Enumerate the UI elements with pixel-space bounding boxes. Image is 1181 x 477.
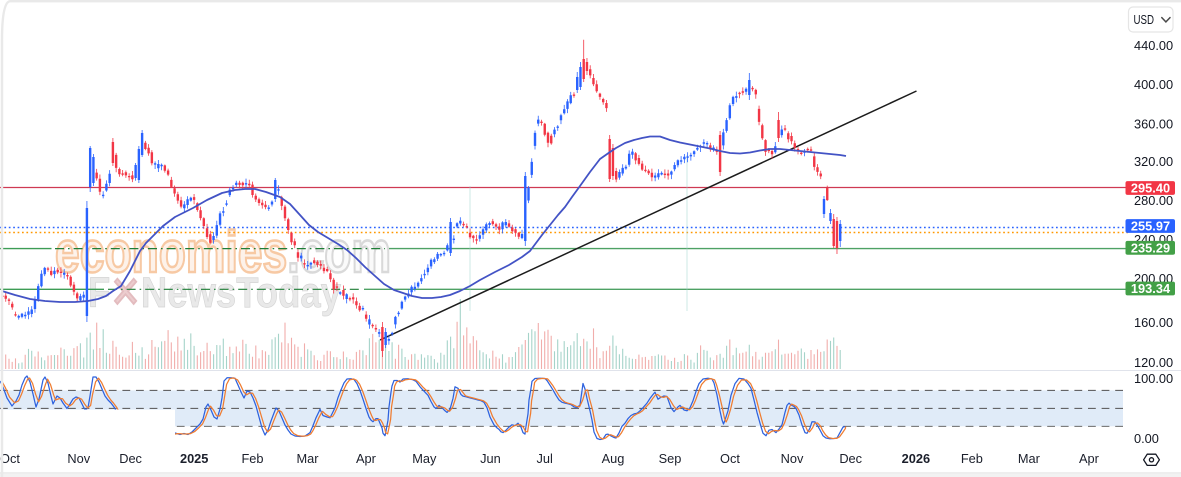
svg-text:235.29: 235.29	[1131, 240, 1170, 255]
svg-text:280.00: 280.00	[1134, 193, 1173, 208]
svg-text:Mar: Mar	[1018, 451, 1041, 466]
svg-text:Apr: Apr	[1079, 451, 1100, 466]
svg-text:0.00: 0.00	[1134, 431, 1159, 446]
svg-text:Oct: Oct	[720, 451, 740, 466]
svg-text:255.97: 255.97	[1131, 219, 1170, 234]
svg-text:360.00: 360.00	[1134, 116, 1173, 131]
svg-text:Jun: Jun	[480, 451, 501, 466]
svg-text:economies.com: economies.com	[55, 220, 391, 285]
svg-text:295.40: 295.40	[1131, 181, 1170, 196]
svg-text:Feb: Feb	[961, 451, 983, 466]
svg-text:Mar: Mar	[296, 451, 319, 466]
svg-text:440.00: 440.00	[1134, 38, 1173, 53]
svg-text:Oct: Oct	[0, 451, 20, 466]
svg-text:May: May	[412, 451, 437, 466]
svg-text:Apr: Apr	[356, 451, 377, 466]
svg-text:120.00: 120.00	[1134, 355, 1173, 370]
svg-text:160.00: 160.00	[1134, 315, 1173, 330]
svg-text:Sep: Sep	[659, 451, 682, 466]
svg-text:F✕NewsToday: F✕NewsToday	[88, 269, 341, 317]
svg-text:Dec: Dec	[839, 451, 862, 466]
svg-text:USD: USD	[1134, 12, 1155, 27]
svg-text:2025: 2025	[180, 451, 208, 466]
svg-text:Feb: Feb	[241, 451, 263, 466]
svg-text:Dec: Dec	[119, 451, 142, 466]
svg-text:Nov: Nov	[781, 451, 804, 466]
svg-text:193.34: 193.34	[1131, 281, 1171, 296]
svg-text:Nov: Nov	[67, 451, 90, 466]
svg-text:320.00: 320.00	[1134, 154, 1173, 169]
svg-text:Aug: Aug	[602, 451, 625, 466]
svg-text:2026: 2026	[902, 451, 930, 466]
svg-text:100.00: 100.00	[1134, 371, 1173, 386]
svg-text:400.00: 400.00	[1134, 77, 1173, 92]
svg-text:Jul: Jul	[537, 451, 553, 466]
